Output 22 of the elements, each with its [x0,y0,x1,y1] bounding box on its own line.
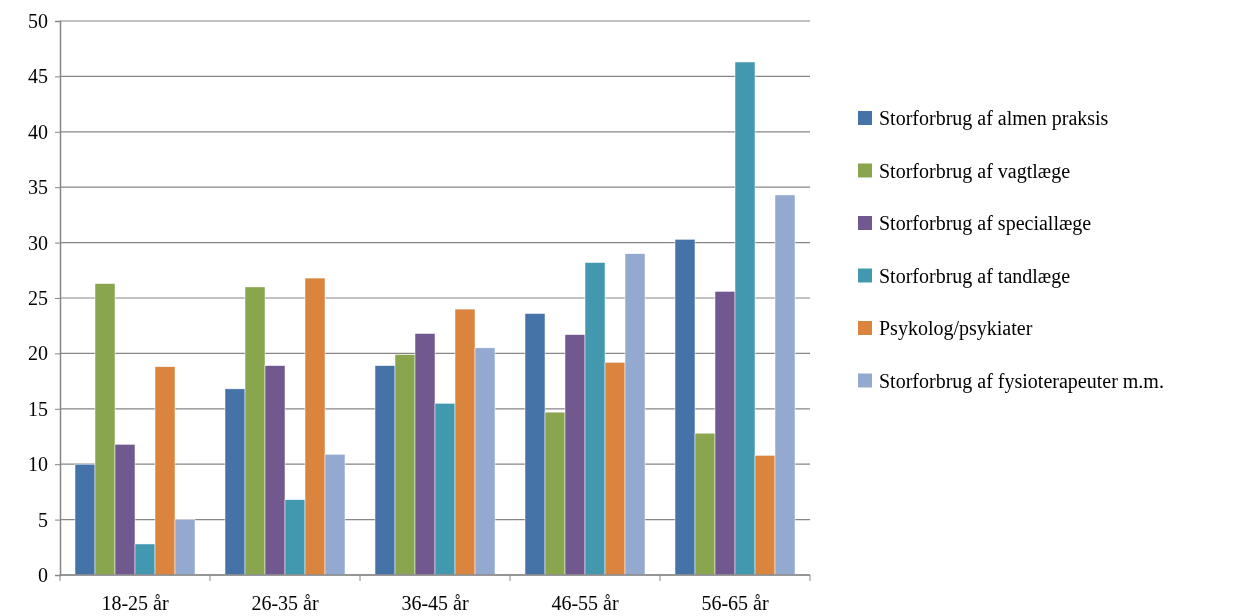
legend-label: Storforbrug af tandlæge [879,264,1071,288]
legend-label: Storforbrug af almen praksis [879,107,1109,130]
y-tick-label: 10 [28,453,48,476]
y-tick-label: 15 [28,397,48,420]
y-tick-label: 0 [38,563,48,586]
y-tick-label: 40 [28,120,48,143]
y-tick-label: 25 [28,286,48,309]
x-tick-label: 18-25 år [101,592,169,614]
legend-label: Storforbrug af speciallæge [879,212,1092,235]
x-tick-label: 46-55 år [551,592,619,614]
y-tick-label: 30 [28,231,48,254]
y-tick-label: 50 [28,9,48,32]
legend-label: Storforbrug af vagtlæge [879,159,1071,183]
y-tick-label: 20 [28,342,48,365]
x-tick-label: 36-45 år [401,592,469,614]
y-tick-label: 5 [38,508,48,531]
legend-label: Storforbrug af fysioterapeuter m.m. [879,369,1164,393]
x-tick-label: 26-35 år [251,592,319,614]
legend-label: Psykolog/psykiater [879,317,1033,340]
y-tick-label: 35 [28,176,48,199]
y-tick-label: 45 [28,65,48,88]
x-tick-label: 56-65 år [701,592,769,614]
